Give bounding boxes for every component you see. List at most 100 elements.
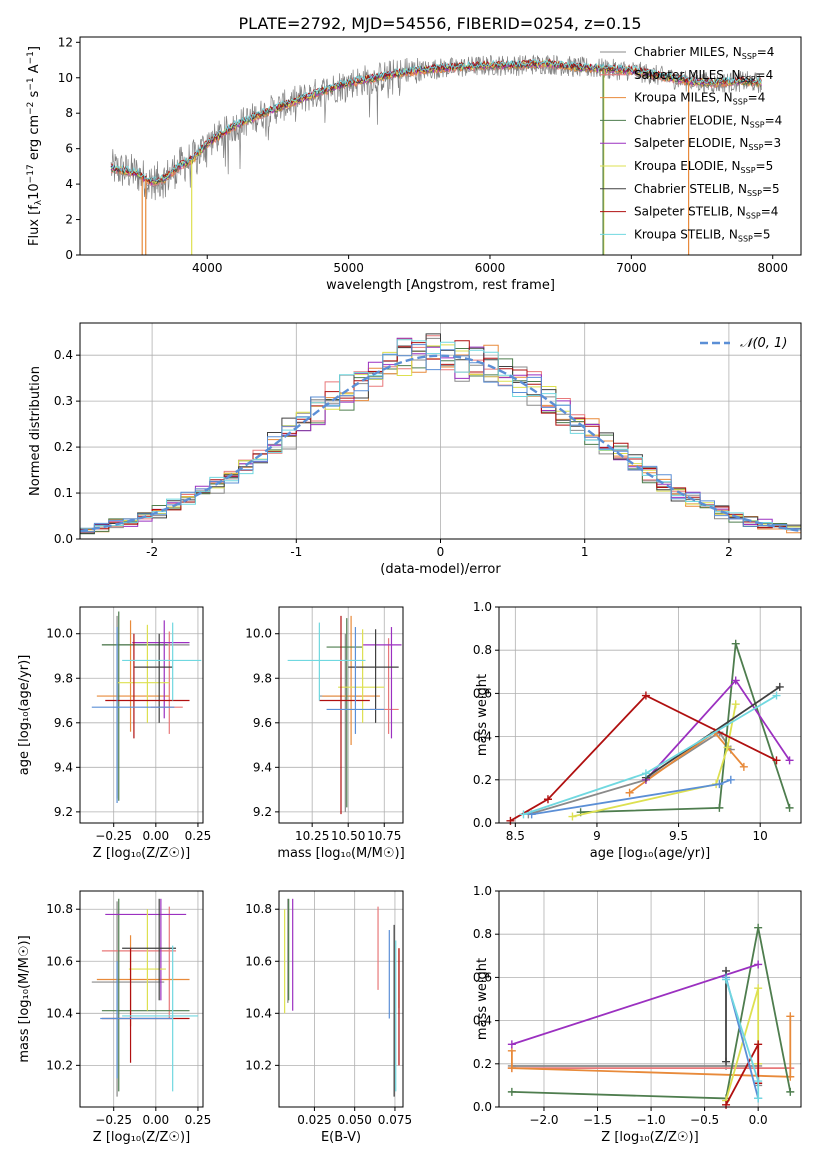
y-tick-label: 0.0 xyxy=(473,816,492,830)
y-tick-label: 10 xyxy=(58,71,73,85)
y-tick-label: 1.0 xyxy=(473,600,492,614)
mass-weight-marker xyxy=(786,1087,795,1096)
x-tick-label: 10.25 xyxy=(295,829,329,843)
y-tick-label: 0.6 xyxy=(473,970,492,984)
mass-weight-marker xyxy=(754,1077,763,1086)
x-tick-label: −0.25 xyxy=(95,829,132,843)
y-tick-label: 4 xyxy=(65,177,73,191)
x-tick-label: −2.0 xyxy=(529,1113,558,1127)
mass-weight-marker xyxy=(786,1012,795,1021)
y-tick-label: 0.8 xyxy=(473,927,492,941)
y-tick-label: 8 xyxy=(65,106,73,120)
x-axis-label: Z [log₁₀(Z/Z☉)] xyxy=(601,1130,698,1145)
x-tick-label: 6000 xyxy=(475,261,506,275)
y-tick-label: 0.1 xyxy=(54,486,73,500)
figure-title: PLATE=2792, MJD=54556, FIBERID=0254, z=0… xyxy=(238,14,641,33)
y-axis-label: mass [log₁₀(M/M☉)] xyxy=(17,935,32,1062)
x-tick-label: 0.0 xyxy=(749,1113,768,1127)
mass-weight-marker xyxy=(519,810,528,819)
y-tick-label: 10.2 xyxy=(245,1058,272,1072)
mass-weight-marker xyxy=(507,1064,516,1073)
axes-frame xyxy=(79,606,204,824)
mass-weight-marker xyxy=(722,1057,731,1066)
mass-weight-vs-age-panel: 8.5 9 9.5 10 0.0 0.2 0.4 0.6 0.8 1.0 age [log₁₀(ag… xyxy=(473,600,802,861)
mass-weight-marker xyxy=(754,1094,763,1103)
legend-entry: Salpeter STELIB, NSSP=4 xyxy=(634,205,778,221)
y-tick-label: 10.2 xyxy=(46,1058,73,1072)
y-tick-label: 2 xyxy=(65,213,73,227)
mass-weight-marker xyxy=(715,803,724,812)
legend-entry: Chabrier STELIB, NSSP=5 xyxy=(634,182,780,198)
gaussian-reference-curve xyxy=(79,354,802,533)
mass-weight-marker xyxy=(785,756,794,765)
x-tick-label: 0 xyxy=(437,545,445,559)
y-tick-label: 9.8 xyxy=(253,671,272,685)
x-tick-label: 0.00 xyxy=(142,1113,169,1127)
mass-weight-line xyxy=(511,1016,792,1078)
residual-histogram-step xyxy=(80,344,801,533)
x-axis-label: wavelength [Angstrom, rest frame] xyxy=(326,278,555,293)
x-axis-label: (data-model)/error xyxy=(380,562,501,577)
y-tick-label: 9.6 xyxy=(253,716,272,730)
x-tick-label: -1 xyxy=(290,545,302,559)
x-tick-label: 7000 xyxy=(616,261,647,275)
mass-weight-line xyxy=(645,686,781,779)
legend-entry: Kroupa MILES, NSSP=4 xyxy=(634,91,765,107)
legend-entry: Kroupa ELODIE, NSSP=5 xyxy=(634,159,773,175)
x-tick-label: −1.0 xyxy=(637,1113,666,1127)
x-tick-label: 9.5 xyxy=(669,829,688,843)
legend-entry: 𝒩(0, 1) xyxy=(740,336,787,351)
x-tick-label: −1.5 xyxy=(583,1113,612,1127)
spectrum-panel: 4000 5000 6000 7000 8000 0 2 4 6 8 10 12 wavelength … xyxy=(26,35,802,293)
mass-weight-line xyxy=(509,694,777,822)
y-tick-label: 0.4 xyxy=(473,1014,492,1028)
mass-weight-marker xyxy=(726,775,735,784)
legend-entry: Chabrier MILES, NSSP=4 xyxy=(634,45,774,61)
y-tick-label: 0.6 xyxy=(473,686,492,700)
mass-weight-vs-Z-panel: −2.0 −1.5 −1.0 −0.5 0.0 0.0 0.2 0.4 0.6 0.8 1.0 Z [… xyxy=(473,884,802,1145)
x-tick-label: 0.025 xyxy=(297,1113,331,1127)
y-tick-label: 10.0 xyxy=(245,627,272,641)
mass-weight-line xyxy=(523,694,777,816)
x-tick-label: 0.075 xyxy=(378,1113,412,1127)
x-tick-label: 0.050 xyxy=(338,1113,372,1127)
y-tick-label: 12 xyxy=(58,35,73,49)
x-tick-label: 0.25 xyxy=(185,1113,212,1127)
y-tick-label: 10.0 xyxy=(46,627,73,641)
mass-weight-marker xyxy=(772,756,781,765)
x-tick-label: −0.25 xyxy=(95,1113,132,1127)
axes-frame xyxy=(278,890,404,1108)
y-tick-label: 0.4 xyxy=(473,730,492,744)
y-tick-label: 0.2 xyxy=(473,773,492,787)
x-tick-label: 10 xyxy=(753,829,768,843)
mass-weight-marker xyxy=(731,700,740,709)
x-axis-label: mass [log₁₀(M/M☉)] xyxy=(277,846,404,861)
y-tick-label: 9.8 xyxy=(54,671,73,685)
x-axis-label: E(B-V) xyxy=(321,1130,361,1145)
mass-weight-line xyxy=(572,704,737,818)
axes-frame xyxy=(79,890,204,1108)
mass-weight-marker xyxy=(731,676,740,685)
y-tick-label: 10.8 xyxy=(46,902,73,916)
x-tick-label: 10.50 xyxy=(331,829,365,843)
y-tick-label: 10.4 xyxy=(46,1006,73,1020)
x-tick-label: 1 xyxy=(581,545,589,559)
legend-entry: Salpeter MILES, NSSP=4 xyxy=(634,68,773,84)
y-tick-label: 0.8 xyxy=(473,643,492,657)
y-tick-label: 9.6 xyxy=(54,716,73,730)
x-tick-label: 8.5 xyxy=(506,829,525,843)
mass-weight-marker xyxy=(506,816,515,825)
model-spectrum-line xyxy=(110,58,762,183)
mass-vs-EBV-panel: 0.025 0.050 0.075 10.2 10.4 10.6 10.8 E(B-V) xyxy=(245,890,412,1145)
x-tick-label: 0.25 xyxy=(185,829,212,843)
y-tick-label: 6 xyxy=(65,142,73,156)
legend-entry: Salpeter ELODIE, NSSP=3 xyxy=(634,136,781,152)
x-tick-label: -2 xyxy=(146,545,158,559)
mass-weight-marker xyxy=(754,1040,763,1049)
mass-weight-marker xyxy=(739,762,748,771)
axes-frame xyxy=(79,36,802,256)
age-vs-mass-panel: 10.25 10.50 10.75 9.2 9.4 9.6 9.8 10.0 mass [log… xyxy=(245,606,405,861)
y-tick-label: 1.0 xyxy=(473,884,492,898)
y-axis-label: Flux [fλ10−17 erg cm−2 s−1 A−1] xyxy=(26,46,44,246)
